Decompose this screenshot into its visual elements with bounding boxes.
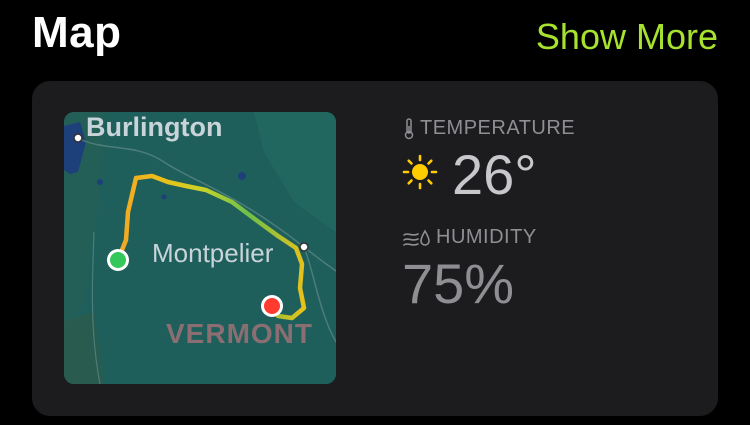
route-start-marker [110, 252, 126, 268]
temperature-value: 26° [452, 143, 537, 206]
header: Map Show More [0, 0, 750, 70]
humidity-label: HUMIDITY [436, 226, 537, 248]
temperature-stat: TEMPERATURE 26° [402, 117, 575, 207]
montpelier-marker [299, 242, 309, 252]
map-graphic [64, 112, 336, 384]
map-label-montpelier: Montpelier [152, 238, 274, 268]
route-path [115, 173, 307, 321]
sun-icon [402, 154, 438, 195]
temperature-label-row: TEMPERATURE [402, 117, 575, 140]
map-label-vermont: VERMONT [166, 318, 313, 349]
humidity-label-row: HUMIDITY [402, 226, 537, 249]
workout-map-card[interactable]: Burlington Montpelier VERMONT TEMPERATUR… [32, 81, 718, 416]
route-end-marker [264, 298, 280, 314]
humidity-value: 75% [402, 252, 515, 315]
temperature-label: TEMPERATURE [420, 117, 576, 139]
thermometer-icon [402, 117, 416, 140]
wind-drop-icon [402, 228, 432, 248]
temperature-row: 26° [402, 142, 575, 207]
humidity-stat: HUMIDITY 75% [402, 226, 537, 316]
map-label-burlington: Burlington [86, 112, 223, 142]
show-more-button[interactable]: Show More [535, 16, 718, 57]
route-map[interactable]: Burlington Montpelier VERMONT [64, 112, 336, 384]
page-title: Map [32, 8, 122, 57]
burlington-marker [73, 133, 83, 143]
